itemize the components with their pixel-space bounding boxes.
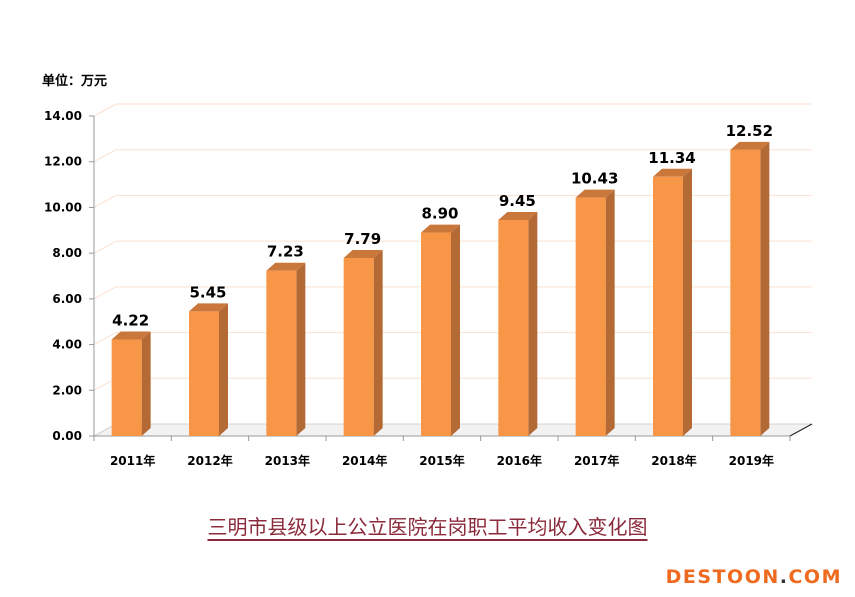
bar-side (373, 249, 383, 436)
x-tick-label: 2014年 (342, 453, 387, 468)
bar-value-label: 4.22 (112, 312, 149, 330)
watermark: DESTOON.COM (666, 566, 842, 588)
bar-side (605, 189, 615, 436)
watermark-right: COM (788, 566, 842, 588)
bar-value-label: 7.23 (267, 243, 304, 261)
x-tick-label: 2013年 (265, 453, 310, 468)
y-tick-label: 12.00 (44, 155, 82, 169)
bar (730, 149, 761, 437)
y-tick-label: 14.00 (44, 109, 82, 123)
gridline-diagonal (93, 149, 117, 163)
chart-caption: 三明市县级以上公立医院在岗职工平均收入变化图 (0, 511, 855, 540)
bar (266, 270, 297, 436)
bar-value-label: 5.45 (189, 283, 226, 301)
gridline-diagonal (93, 332, 117, 346)
bar-top (498, 212, 538, 220)
bar-side (683, 168, 692, 437)
bar-value-label: 10.43 (571, 170, 618, 188)
bar-value-label: 12.52 (726, 122, 773, 140)
bar-top (189, 303, 228, 312)
bar-side (760, 141, 770, 437)
y-tick-label: 4.00 (52, 338, 82, 352)
bar (111, 339, 142, 436)
x-tick-label: 2019年 (729, 453, 774, 468)
y-tick-label: 6.00 (52, 292, 82, 306)
x-tick-label: 2016年 (497, 453, 542, 468)
bar-top (730, 141, 770, 150)
y-tick-label: 2.00 (52, 383, 82, 397)
x-tick-label: 2015年 (419, 453, 464, 468)
bar-top (575, 189, 615, 198)
bar-top (343, 249, 383, 258)
bar-side (528, 212, 538, 436)
y-tick-label: 0.00 (52, 429, 82, 443)
bar (343, 257, 374, 436)
x-tick-label: 2017年 (574, 453, 619, 468)
bar-value-label: 9.45 (499, 192, 536, 210)
bar (653, 176, 683, 437)
bar-top (111, 331, 151, 340)
watermark-dot: . (779, 566, 789, 588)
x-tick-label: 2018年 (651, 453, 696, 468)
unit-label: 单位：万元 (42, 74, 108, 89)
bar-side (141, 331, 151, 436)
y-tick-label: 8.00 (52, 246, 82, 260)
bar-side (219, 303, 228, 436)
y-tick-label: 10.00 (44, 200, 82, 214)
gridline-diagonal (93, 103, 117, 117)
bar (421, 232, 451, 436)
x-tick-label: 2012年 (187, 453, 232, 468)
chart-caption-text: 三明市县级以上公立医院在岗职工平均收入变化图 (207, 515, 648, 539)
bar-side (451, 224, 460, 436)
floor-edge (789, 423, 813, 437)
bar-side (296, 262, 306, 436)
bar (189, 311, 219, 436)
bar-top (653, 168, 692, 177)
bar (575, 197, 606, 436)
x-tick-label: 2011年 (110, 453, 155, 468)
bar-value-label: 8.90 (421, 205, 458, 223)
bar (498, 220, 529, 436)
bar-top (266, 262, 306, 271)
gridline-diagonal (93, 286, 117, 300)
bar-value-label: 11.34 (648, 149, 695, 167)
bar-top (421, 224, 460, 233)
watermark-left: DESTOON (665, 566, 780, 588)
gridline-diagonal (93, 194, 117, 208)
gridline-diagonal (93, 240, 117, 254)
bar-value-label: 7.79 (344, 230, 381, 248)
